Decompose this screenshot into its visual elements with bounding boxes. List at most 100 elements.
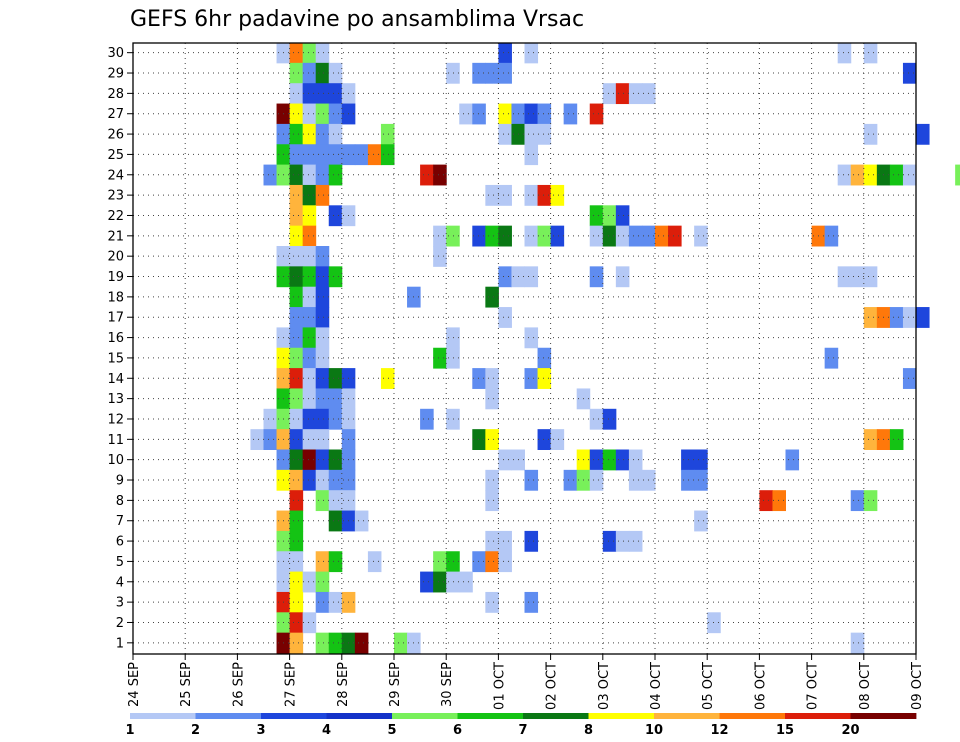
legend-swatch — [523, 713, 589, 719]
legend-label: 15 — [776, 723, 794, 738]
heatmap-cell — [902, 307, 917, 328]
heatmap-cell — [550, 225, 565, 247]
y-tick-label: 13 — [107, 392, 124, 407]
heatmap-cell — [289, 123, 304, 145]
heatmap-cell — [446, 551, 460, 573]
heatmap-cell — [328, 449, 343, 471]
y-tick-label: 27 — [107, 107, 124, 122]
legend-swatch — [130, 713, 196, 719]
heatmap-cell — [863, 123, 878, 145]
heatmap-cell — [446, 571, 460, 593]
heatmap-cell — [289, 591, 304, 613]
heatmap-cell — [315, 469, 330, 491]
heatmap-cell — [302, 83, 317, 105]
heatmap-cell — [289, 571, 304, 593]
heatmap-cell — [837, 42, 852, 64]
heatmap-cell — [563, 103, 578, 125]
heatmap-cell — [289, 103, 304, 125]
heatmap-cell — [472, 429, 486, 450]
y-tick-label: 19 — [107, 270, 124, 285]
heatmap-cell — [589, 266, 604, 288]
legend-label: 10 — [645, 723, 663, 738]
heatmap-cell — [315, 429, 330, 450]
heatmap-cell — [537, 103, 552, 125]
heatmap-cell — [863, 490, 878, 512]
heatmap-cell — [315, 123, 330, 145]
heatmap-cell — [524, 225, 539, 247]
heatmap-cell — [589, 103, 604, 125]
heatmap-cell — [289, 530, 304, 552]
heatmap-cell — [289, 205, 304, 227]
heatmap-cell — [850, 490, 865, 512]
heatmap-cell — [289, 551, 304, 573]
heatmap-cell — [655, 225, 669, 247]
heatmap-cell — [902, 368, 917, 389]
y-tick-label: 9 — [116, 474, 124, 489]
heatmap-cell — [902, 62, 917, 84]
legend-label: 6 — [453, 723, 462, 738]
y-tick-label: 11 — [107, 433, 124, 448]
heatmap-cell — [850, 164, 865, 186]
legend-swatch — [326, 713, 393, 719]
heatmap-cell — [315, 490, 330, 512]
heatmap-cell — [328, 632, 343, 654]
heatmap-cell — [615, 225, 630, 247]
y-tick-label: 28 — [107, 87, 124, 102]
heatmap-cell — [589, 225, 604, 247]
x-tick-label: 08 OCT — [858, 662, 873, 710]
heatmap-cell — [602, 225, 617, 247]
y-tick-label: 20 — [107, 250, 124, 265]
heatmap-cell — [302, 246, 317, 267]
heatmap-cell — [315, 42, 330, 64]
heatmap-cell — [433, 571, 447, 593]
heatmap-cell — [785, 449, 800, 471]
legend-label: 12 — [710, 723, 728, 738]
heatmap-cell — [302, 429, 317, 450]
heatmap-cell — [302, 266, 317, 288]
heatmap-cell — [628, 449, 643, 471]
heatmap-cell — [602, 530, 617, 552]
heatmap-cell — [302, 612, 317, 634]
y-axis: 1234567891011121314151617181920212223242… — [107, 46, 133, 651]
heatmap-cell — [394, 632, 408, 654]
heatmap-cell — [289, 408, 304, 430]
y-tick-label: 1 — [116, 636, 124, 651]
heatmap-cell — [289, 286, 304, 308]
legend-swatch — [785, 713, 851, 719]
legend-swatch — [392, 713, 458, 719]
x-tick-label: 24 SEP — [127, 662, 142, 707]
heatmap-cell — [302, 103, 317, 125]
y-tick-label: 3 — [116, 596, 124, 611]
heatmap-cell — [289, 510, 304, 532]
heatmap-cell — [681, 449, 695, 471]
x-tick-label: 05 OCT — [701, 662, 716, 710]
x-tick-label: 03 OCT — [597, 662, 612, 710]
heatmap-cell — [916, 307, 930, 328]
heatmap-cell — [615, 83, 630, 105]
heatmap-cell — [420, 571, 434, 593]
heatmap-cell — [537, 368, 552, 389]
heatmap-cell — [315, 307, 330, 328]
heatmap-cell — [315, 571, 330, 593]
heatmap-cell — [916, 123, 930, 145]
y-tick-label: 17 — [107, 311, 124, 326]
heatmap-cell — [302, 62, 317, 84]
heatmap-cell — [550, 429, 565, 450]
heatmap-cell — [328, 103, 343, 125]
heatmap-cell — [485, 469, 499, 491]
y-tick-label: 2 — [116, 616, 124, 631]
heatmap-cell — [472, 551, 486, 573]
heatmap-cell — [289, 632, 304, 654]
x-tick-label: 26 SEP — [231, 662, 246, 707]
y-tick-label: 24 — [107, 168, 124, 183]
y-tick-label: 29 — [107, 67, 124, 82]
heatmap-cell — [433, 347, 447, 369]
heatmap-cell — [420, 164, 434, 186]
heatmap-cell — [289, 347, 304, 369]
heatmap-cell — [302, 307, 317, 328]
heatmap-cell — [889, 429, 904, 450]
heatmap-cell — [589, 408, 604, 430]
heatmap-cell — [498, 551, 512, 573]
x-tick-label: 06 OCT — [753, 662, 768, 710]
heatmap-cell — [433, 225, 447, 247]
